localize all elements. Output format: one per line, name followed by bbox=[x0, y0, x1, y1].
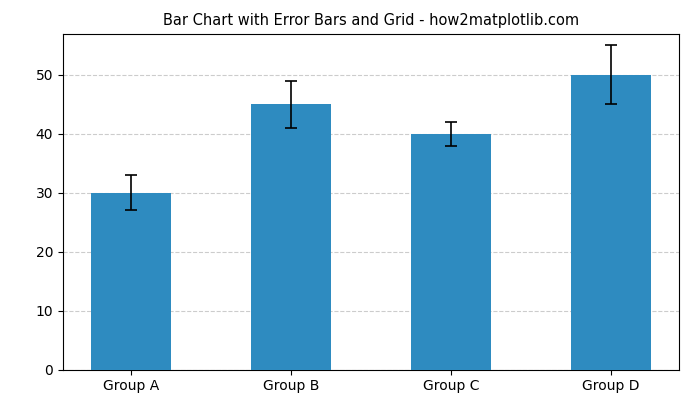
Bar bbox=[571, 75, 651, 370]
Bar bbox=[91, 193, 171, 370]
Bar bbox=[251, 104, 331, 370]
Bar bbox=[411, 134, 491, 370]
Title: Bar Chart with Error Bars and Grid - how2matplotlib.com: Bar Chart with Error Bars and Grid - how… bbox=[163, 13, 579, 28]
